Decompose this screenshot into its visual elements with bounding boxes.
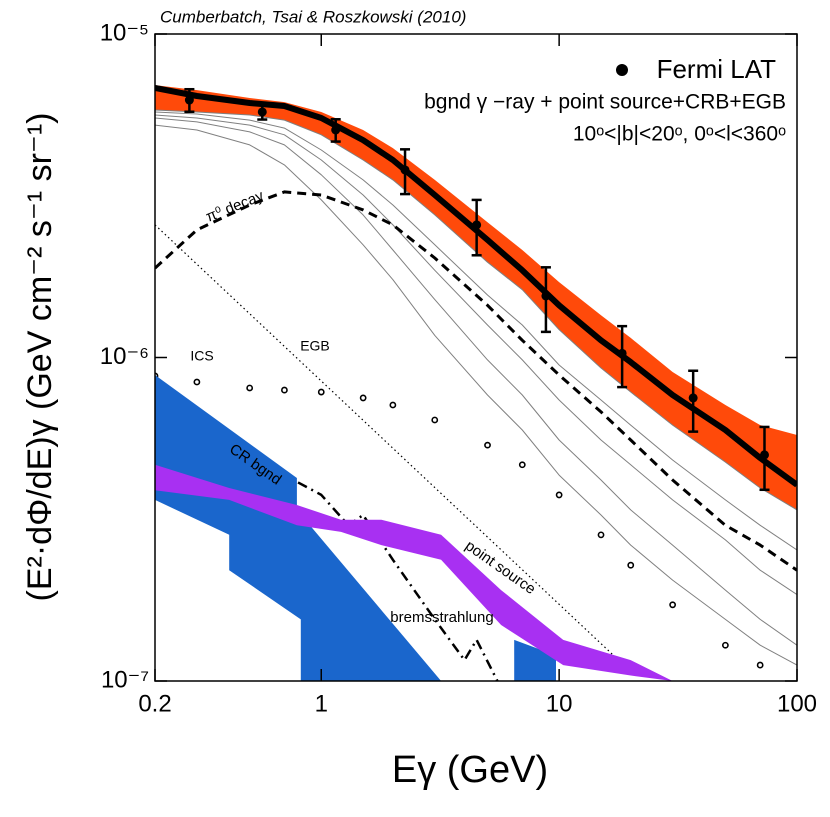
ics-point [246, 384, 254, 392]
series-label: π⁰ decay [204, 187, 267, 226]
plot-area [155, 85, 797, 681]
band [155, 464, 673, 681]
x-tick-label: 1 [315, 690, 328, 717]
data-point [759, 450, 769, 460]
curve [155, 85, 797, 488]
ics-point [193, 378, 201, 386]
data-point [257, 107, 267, 117]
data-point [617, 348, 627, 358]
legend-marker [616, 64, 628, 76]
ics-point [281, 386, 288, 394]
band-piece [155, 375, 442, 681]
data-point [688, 393, 698, 403]
curve [155, 190, 797, 572]
series-label: ICS [190, 348, 213, 364]
data-point [400, 165, 410, 175]
legend-note: 10ᵒ<|b|<20ᵒ, 0ᵒ<l<360ᵒ [573, 123, 786, 146]
x-tick-label: 100 [777, 690, 817, 717]
x-tick-label: 10 [546, 690, 573, 717]
ics-point [389, 401, 397, 409]
plot-frame [154, 33, 798, 682]
y-tick-label: 10⁻⁵ [100, 19, 149, 46]
x-axis-label: Eγ (GeV) [392, 749, 548, 791]
ics-point [721, 641, 729, 649]
series-label: bremsstrahlung [390, 609, 493, 626]
data-point [184, 95, 194, 105]
y-tick-label: 10⁻⁶ [100, 343, 149, 370]
legend-note: bgnd γ −ray + point source+CRB+EGB [424, 91, 786, 114]
y-tick-label: 10⁻⁷ [101, 666, 149, 693]
ics-point [756, 661, 764, 669]
series-label: EGB [300, 338, 330, 354]
ics-point [484, 441, 491, 449]
model-line [155, 109, 797, 511]
ics-point [555, 491, 563, 499]
model-line [155, 111, 797, 551]
curve [155, 224, 632, 672]
data-point [541, 291, 551, 301]
model-line [155, 114, 797, 596]
model-line [155, 124, 797, 666]
ics-point [431, 416, 439, 424]
ics-point [317, 388, 325, 396]
legend-label: Fermi LAT [657, 54, 777, 84]
y-axis-label: (E²·dΦ/dE)γ (GeV cm⁻² s⁻¹ sr⁻¹) [21, 113, 59, 602]
chart-title: Cumberbatch, Tsai & Roszkowski (2010) [160, 7, 466, 26]
x-tick-label: 0.2 [138, 690, 171, 717]
ics-point [359, 394, 367, 402]
ics-point [669, 601, 677, 609]
ics-point [597, 531, 605, 539]
band-piece [514, 639, 556, 681]
data-point [472, 220, 482, 230]
data-point [331, 125, 341, 135]
ics-point [518, 461, 526, 469]
ics-point [627, 561, 635, 569]
model-line [155, 117, 797, 646]
